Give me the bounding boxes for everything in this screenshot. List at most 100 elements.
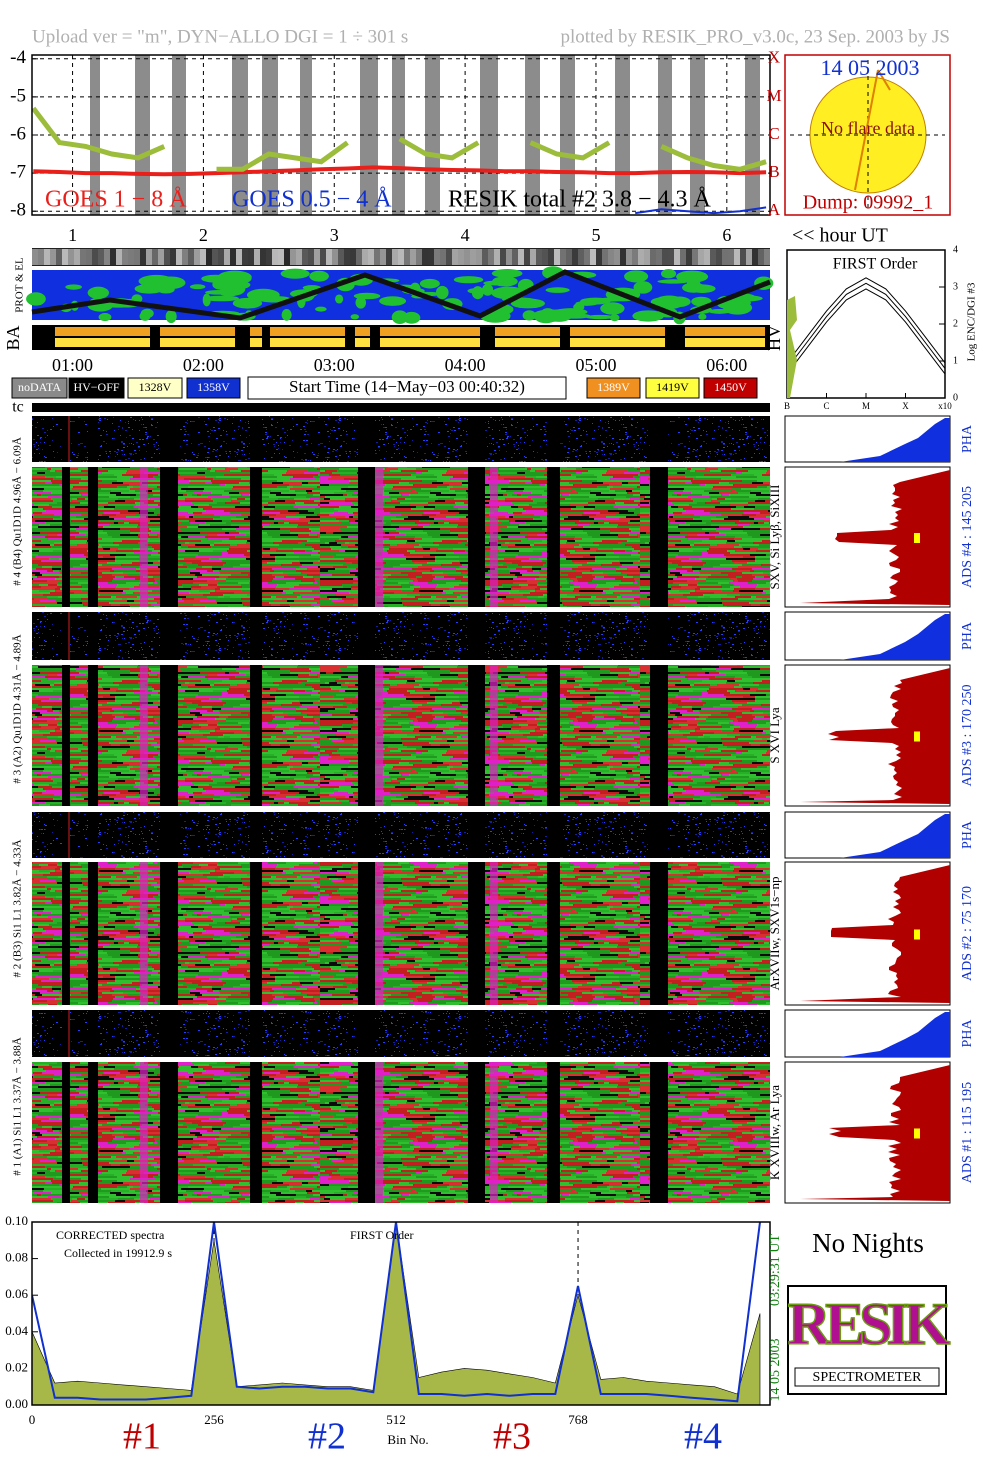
night-column [468,665,485,806]
stripe [140,665,148,806]
night-column [547,665,560,806]
y-tick-label: 0 [953,392,958,403]
legend-label: HV−OFF [73,380,119,394]
no-nights: No Nights [812,1228,924,1258]
night-column [250,862,262,1005]
sun-dump: Dump: 09992_1 [803,192,934,214]
legend-label: 1358V [197,380,230,394]
x-tick-label: 512 [386,1412,406,1427]
night-column [88,665,98,806]
night-column [88,467,98,607]
x-tick-label: 5 [591,225,600,245]
time-label: 05:00 [575,355,616,375]
legend-label: 1328V [139,380,172,394]
night-column [160,612,178,660]
y-tick-label: 4 [953,244,958,255]
night-column [468,416,485,462]
pha-panel [32,1010,770,1057]
night-band [90,55,100,215]
stripe [140,1062,148,1203]
x-tick-label: 4 [461,225,470,245]
x-tick-label: 2 [199,225,208,245]
panel-range: # 3 (A2) Qu1D1D 4.31Å − 4.89Å [12,634,24,783]
x-tick-label: x10 [938,401,952,411]
pha-panel [32,612,770,660]
panel-ads: ADS #1 : 115 195 [960,1082,975,1183]
ba-segment [380,338,480,347]
x-tick-label: 0 [29,1412,36,1427]
detector-label: #1 [123,1416,161,1458]
line [32,1222,761,1403]
panel-lines: ArXVIIw, SXV1s−np [767,876,782,990]
ba-segment [270,338,345,347]
night-column [88,416,98,462]
y-tick-label: 0.00 [5,1396,28,1411]
ba-segment [570,338,665,347]
night-column [650,612,668,660]
night-column [358,416,375,462]
night-column [358,812,375,858]
y-axis-label: Log ENC/DGI #3 [966,282,978,361]
night-column [160,1062,178,1203]
y-tick-label: 1 [953,355,958,366]
night-column [650,812,668,858]
stripe [490,467,498,607]
ads-histogram [800,668,950,804]
night-column [160,1010,178,1057]
pha-histogram [840,418,950,462]
time-label: 04:00 [445,355,486,375]
night-column [160,467,178,607]
panel-range: # 1 (A1) Si1 L1 3.37Å − 3.88Å [12,1037,24,1176]
ads-marker [914,533,920,543]
annotation: Collected in 19912.9 s [64,1246,172,1260]
panel-ads: ADS #3 : 170 250 [960,685,975,787]
legend-swatch [11,377,68,399]
ba-segment [160,327,235,336]
night-column [650,862,668,1005]
night-column [650,1010,668,1057]
ba-segment [570,327,665,336]
legend-label: 1419V [656,380,689,394]
night-column [358,665,375,806]
stripe [375,665,383,806]
ads-histogram [800,470,950,605]
line [32,106,166,161]
sun-status: No flare data [821,118,915,138]
x-tick-label: C [823,401,829,411]
night-column [250,1010,262,1057]
x-tick-label: 256 [204,1412,224,1427]
legend-label: 1389V [597,380,630,394]
line [660,144,767,172]
time-label: 01:00 [52,355,93,375]
y-tick-label: 0.02 [5,1359,28,1374]
class-tick-label: A [768,200,781,219]
night-column [88,862,98,1005]
ba-segment [270,327,345,336]
night-column [468,812,485,858]
ads-marker [914,1128,920,1139]
line [635,206,767,215]
night-column [547,1010,560,1057]
night-column [358,862,375,1005]
night-column [358,467,375,607]
legend-swatch [586,377,641,399]
night-band [525,55,540,215]
ba-segment [250,338,262,347]
legend-label: noDATA [18,380,61,394]
ba-segment [495,338,560,347]
legend-swatch [127,377,183,399]
sun-line [877,69,891,91]
footer-date: 14 05 2003 [768,1339,783,1402]
chart-title: FIRST Order [833,256,918,273]
panel-ads: ADS #4 : 145 205 [960,486,975,588]
heatmap [32,1062,770,1203]
night-column [62,862,70,1005]
heatmap [32,665,770,806]
ba-segment [355,327,370,336]
line [216,140,349,172]
legend-swatch [703,377,758,399]
time-label: 06:00 [706,355,747,375]
logo-caption: SPECTROMETER [813,1370,923,1385]
header-left: Upload ver = "m", DYN−ALLO DGI = 1 ÷ 301… [32,26,408,47]
night-column [250,812,262,858]
